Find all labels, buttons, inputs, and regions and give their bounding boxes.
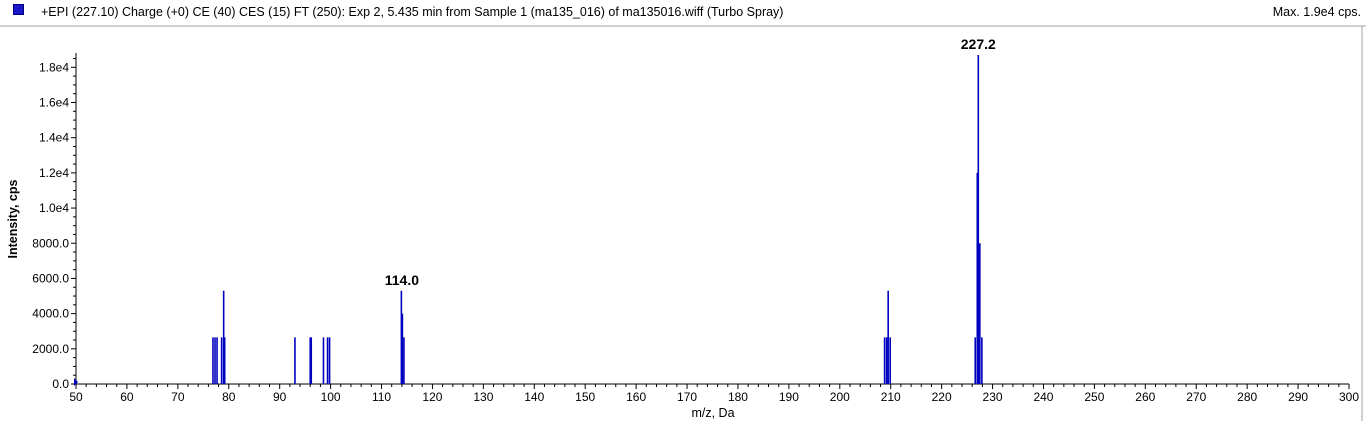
x-tick-label: 290: [1288, 390, 1308, 404]
x-tick-label: 50: [69, 390, 83, 404]
x-tick-label: 110: [372, 390, 391, 404]
x-tick-label: 60: [120, 390, 134, 404]
y-tick-label: 6000.0: [32, 271, 69, 285]
x-tick-label: 150: [575, 390, 595, 404]
y-tick-label: 1.2e4: [39, 166, 69, 180]
y-tick-label: 1.6e4: [39, 96, 69, 110]
y-tick-label: 1.4e4: [39, 131, 69, 145]
x-tick-label: 190: [779, 390, 799, 404]
x-tick-label: 240: [1033, 390, 1053, 404]
x-tick-label: 80: [222, 390, 236, 404]
x-tick-label: 260: [1135, 390, 1155, 404]
x-tick-label: 200: [830, 390, 850, 404]
x-tick-label: 180: [728, 390, 748, 404]
trace-color-swatch[interactable]: [13, 4, 24, 15]
x-tick-label: 250: [1084, 390, 1104, 404]
peak-annotation: 114.0: [385, 272, 419, 288]
y-axis-label: Intensity, cps: [6, 179, 20, 258]
x-tick-label: 100: [321, 390, 341, 404]
x-axis-label: m/z, Da: [691, 406, 734, 420]
x-tick-label: 300: [1339, 390, 1359, 404]
x-tick-label: 140: [524, 390, 544, 404]
y-tick-label: 4000.0: [32, 307, 69, 321]
x-tick-label: 280: [1237, 390, 1257, 404]
baseline-marker: [74, 378, 78, 386]
x-tick-label: 170: [677, 390, 697, 404]
y-tick-label: 1.8e4: [39, 60, 69, 74]
y-tick-label: 1.0e4: [39, 201, 69, 215]
x-tick-label: 220: [932, 390, 952, 404]
y-tick-label: 0.0: [52, 377, 69, 391]
max-intensity-label: Max. 1.9e4 cps.: [1272, 5, 1361, 19]
x-tick-label: 130: [473, 390, 493, 404]
x-tick-label: 230: [983, 390, 1003, 404]
peak-annotation: 227.2: [961, 36, 996, 52]
x-tick-label: 160: [626, 390, 646, 404]
plot-header: +EPI (227.10) Charge (+0) CE (40) CES (1…: [0, 0, 1366, 26]
y-tick-label: 8000.0: [32, 236, 69, 250]
x-tick-label: 120: [422, 390, 442, 404]
x-tick-label: 210: [881, 390, 901, 404]
x-tick-label: 270: [1186, 390, 1206, 404]
x-tick-label: 90: [273, 390, 287, 404]
y-tick-label: 2000.0: [32, 342, 69, 356]
spectrum-title: +EPI (227.10) Charge (+0) CE (40) CES (1…: [41, 5, 784, 19]
x-tick-label: 70: [171, 390, 185, 404]
